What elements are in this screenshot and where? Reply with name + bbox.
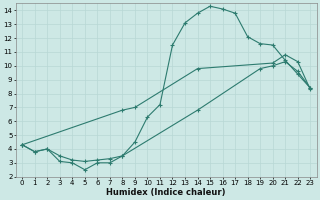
X-axis label: Humidex (Indice chaleur): Humidex (Indice chaleur) <box>107 188 226 197</box>
